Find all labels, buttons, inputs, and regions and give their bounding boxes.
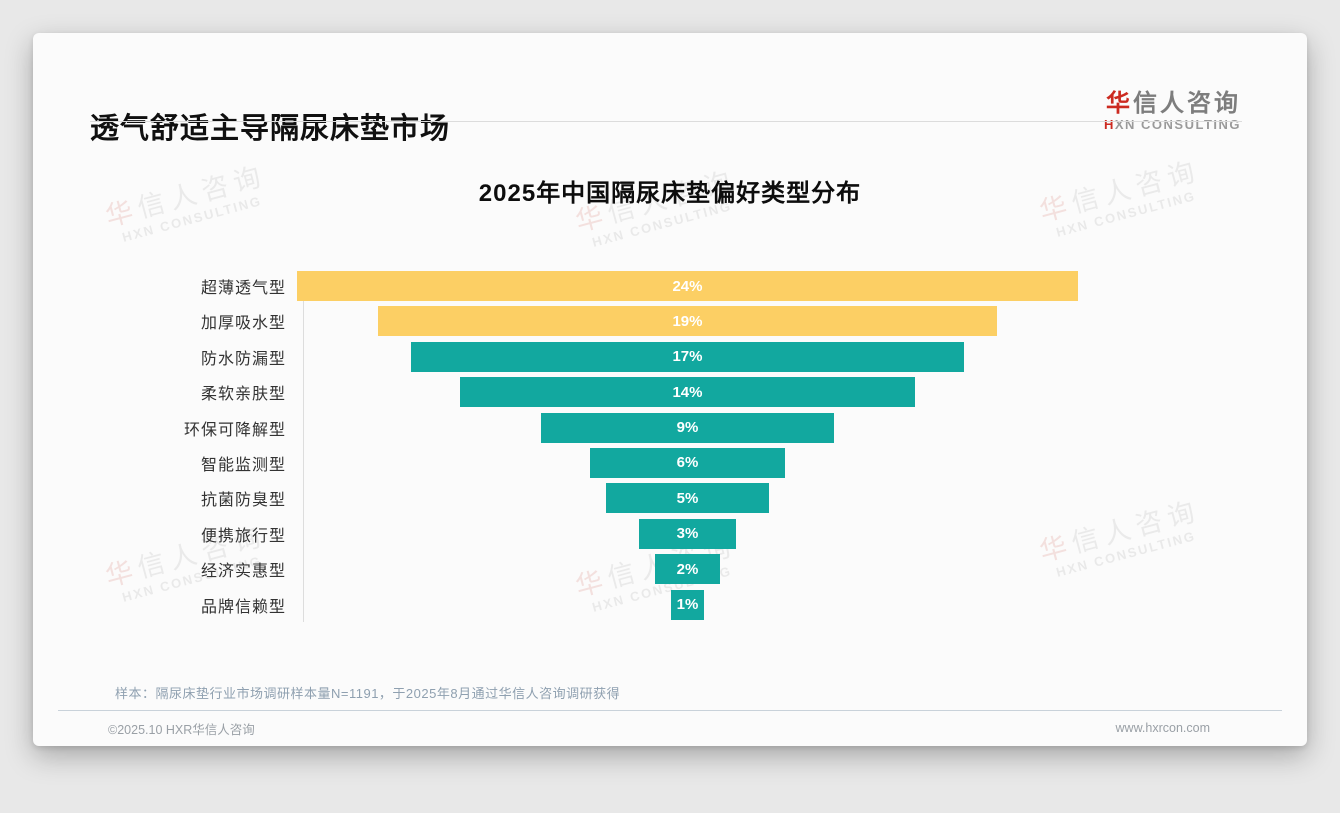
category-label: 防水防漏型 bbox=[200, 350, 286, 368]
bar-track: 17% bbox=[295, 341, 1240, 372]
funnel-row: 品牌信赖型 1% bbox=[90, 589, 1240, 620]
logo-en-line: HXN CONSULTING bbox=[1104, 117, 1241, 133]
bar-track: 3% bbox=[295, 518, 1240, 549]
category-label: 便携旅行型 bbox=[200, 527, 286, 545]
website-text: www.hxrcon.com bbox=[1115, 721, 1210, 735]
category-label: 经济实惠型 bbox=[200, 563, 286, 581]
sample-footnote: 样本：隔尿床垫行业市场调研样本量N=1191，于2025年8月通过华信人咨询调研… bbox=[115, 686, 621, 701]
bar-value-label: 17% bbox=[672, 348, 703, 366]
logo-cn-rest: 信人咨询 bbox=[1133, 90, 1241, 117]
funnel-rows: 超薄透气型 24% 加厚吸水型 19% 防水防漏型 17% 柔软亲肤型 14% 环保可降解型 9%… bbox=[90, 271, 1240, 625]
header-divider bbox=[90, 121, 1242, 122]
copyright-text: ©2025.10 HXR华信人咨询 bbox=[108, 722, 255, 737]
funnel-bar: 1% bbox=[671, 589, 704, 620]
funnel-bar: 3% bbox=[638, 518, 737, 549]
category-axis-line bbox=[303, 271, 304, 622]
funnel-row: 便携旅行型 3% bbox=[90, 518, 1240, 549]
category-label: 加厚吸水型 bbox=[200, 315, 286, 333]
funnel-bar: 24% bbox=[296, 271, 1079, 301]
bar-track: 14% bbox=[295, 377, 1240, 408]
bar-track: 5% bbox=[295, 483, 1240, 514]
bar-track: 19% bbox=[295, 306, 1240, 337]
funnel-row: 抗菌防臭型 5% bbox=[90, 483, 1240, 514]
funnel-row: 智能监测型 6% bbox=[90, 447, 1240, 478]
bar-value-label: 2% bbox=[676, 560, 699, 578]
category-label: 环保可降解型 bbox=[183, 421, 286, 439]
bar-track: 2% bbox=[295, 554, 1240, 585]
funnel-bar: 14% bbox=[459, 377, 916, 408]
logo-en-accent: H bbox=[1103, 117, 1115, 133]
bar-track: 9% bbox=[295, 412, 1240, 443]
funnel-row: 防水防漏型 17% bbox=[90, 341, 1240, 372]
funnel-row: 超薄透气型 24% bbox=[90, 271, 1240, 301]
funnel-bar: 17% bbox=[410, 341, 965, 372]
category-label: 智能监测型 bbox=[200, 456, 286, 474]
funnel-bar: 9% bbox=[541, 412, 834, 443]
bar-track: 6% bbox=[295, 447, 1240, 478]
bar-value-label: 14% bbox=[672, 383, 703, 401]
chart-title: 2025年中国隔尿床垫偏好类型分布 bbox=[478, 180, 862, 207]
category-label: 超薄透气型 bbox=[200, 280, 286, 297]
bar-value-label: 9% bbox=[676, 419, 699, 437]
category-label: 抗菌防臭型 bbox=[200, 492, 286, 510]
funnel-row: 环保可降解型 9% bbox=[90, 412, 1240, 443]
category-label: 品牌信赖型 bbox=[200, 598, 286, 616]
funnel-bar: 2% bbox=[654, 554, 721, 585]
funnel-bar: 19% bbox=[378, 306, 997, 337]
bar-value-label: 19% bbox=[672, 312, 703, 330]
funnel-bar: 6% bbox=[589, 447, 786, 478]
logo-cn-accent: 华 bbox=[1106, 90, 1133, 117]
funnel-bar: 5% bbox=[606, 483, 769, 514]
funnel-row: 加厚吸水型 19% bbox=[90, 306, 1240, 337]
bar-value-label: 3% bbox=[676, 525, 699, 543]
company-logo: 华信人咨询 HXN CONSULTING bbox=[1104, 90, 1241, 133]
bar-value-label: 24% bbox=[672, 277, 703, 295]
footer: ©2025.10 HXR华信人咨询 www.hxrcon.com bbox=[33, 710, 1307, 746]
footer-divider bbox=[58, 710, 1282, 711]
funnel-row: 经济实惠型 2% bbox=[90, 554, 1240, 585]
bar-track: 24% bbox=[295, 271, 1240, 301]
report-card: 华信人咨询 HXN CONSULTING 华信人咨询 HXN CONSULTING 华信… bbox=[33, 33, 1307, 746]
category-label: 柔软亲肤型 bbox=[200, 386, 286, 404]
funnel-row: 柔软亲肤型 14% bbox=[90, 377, 1240, 408]
logo-cn-line: 华信人咨询 bbox=[1104, 90, 1241, 117]
bar-track: 1% bbox=[295, 589, 1240, 620]
bar-value-label: 5% bbox=[676, 489, 699, 507]
bar-value-label: 6% bbox=[676, 454, 699, 472]
page-title: 透气舒适主导隔尿床垫市场 bbox=[90, 113, 451, 145]
bar-value-label: 1% bbox=[676, 596, 699, 614]
logo-en-rest: XN CONSULTING bbox=[1114, 117, 1241, 133]
